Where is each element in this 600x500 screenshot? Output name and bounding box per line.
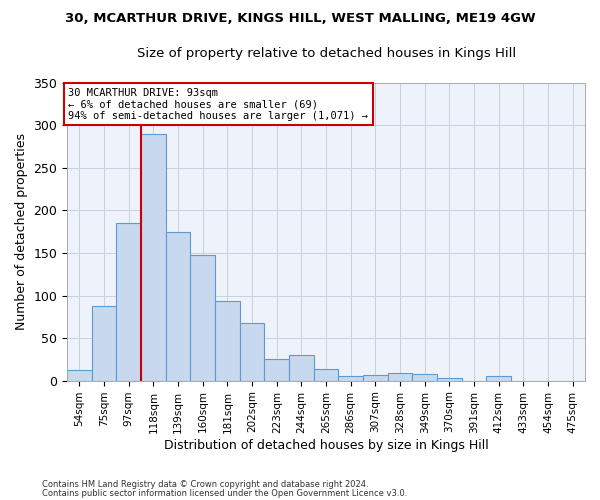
- Bar: [437, 378, 462, 380]
- Bar: [388, 373, 412, 380]
- Text: 30, MCARTHUR DRIVE, KINGS HILL, WEST MALLING, ME19 4GW: 30, MCARTHUR DRIVE, KINGS HILL, WEST MAL…: [65, 12, 535, 26]
- Bar: [141, 134, 166, 380]
- Bar: [265, 360, 289, 380]
- Bar: [116, 223, 141, 380]
- Text: Contains HM Land Registry data © Crown copyright and database right 2024.: Contains HM Land Registry data © Crown c…: [42, 480, 368, 489]
- Bar: [289, 355, 314, 380]
- Bar: [240, 323, 265, 380]
- Text: Contains public sector information licensed under the Open Government Licence v3: Contains public sector information licen…: [42, 490, 407, 498]
- Bar: [215, 302, 240, 380]
- Bar: [314, 369, 338, 380]
- X-axis label: Distribution of detached houses by size in Kings Hill: Distribution of detached houses by size …: [164, 440, 488, 452]
- Bar: [92, 306, 116, 380]
- Title: Size of property relative to detached houses in Kings Hill: Size of property relative to detached ho…: [137, 48, 515, 60]
- Bar: [363, 374, 388, 380]
- Bar: [166, 232, 190, 380]
- Bar: [190, 254, 215, 380]
- Y-axis label: Number of detached properties: Number of detached properties: [15, 133, 28, 330]
- Bar: [412, 374, 437, 380]
- Bar: [67, 370, 92, 380]
- Text: 30 MCARTHUR DRIVE: 93sqm
← 6% of detached houses are smaller (69)
94% of semi-de: 30 MCARTHUR DRIVE: 93sqm ← 6% of detache…: [68, 88, 368, 121]
- Bar: [487, 376, 511, 380]
- Bar: [338, 376, 363, 380]
